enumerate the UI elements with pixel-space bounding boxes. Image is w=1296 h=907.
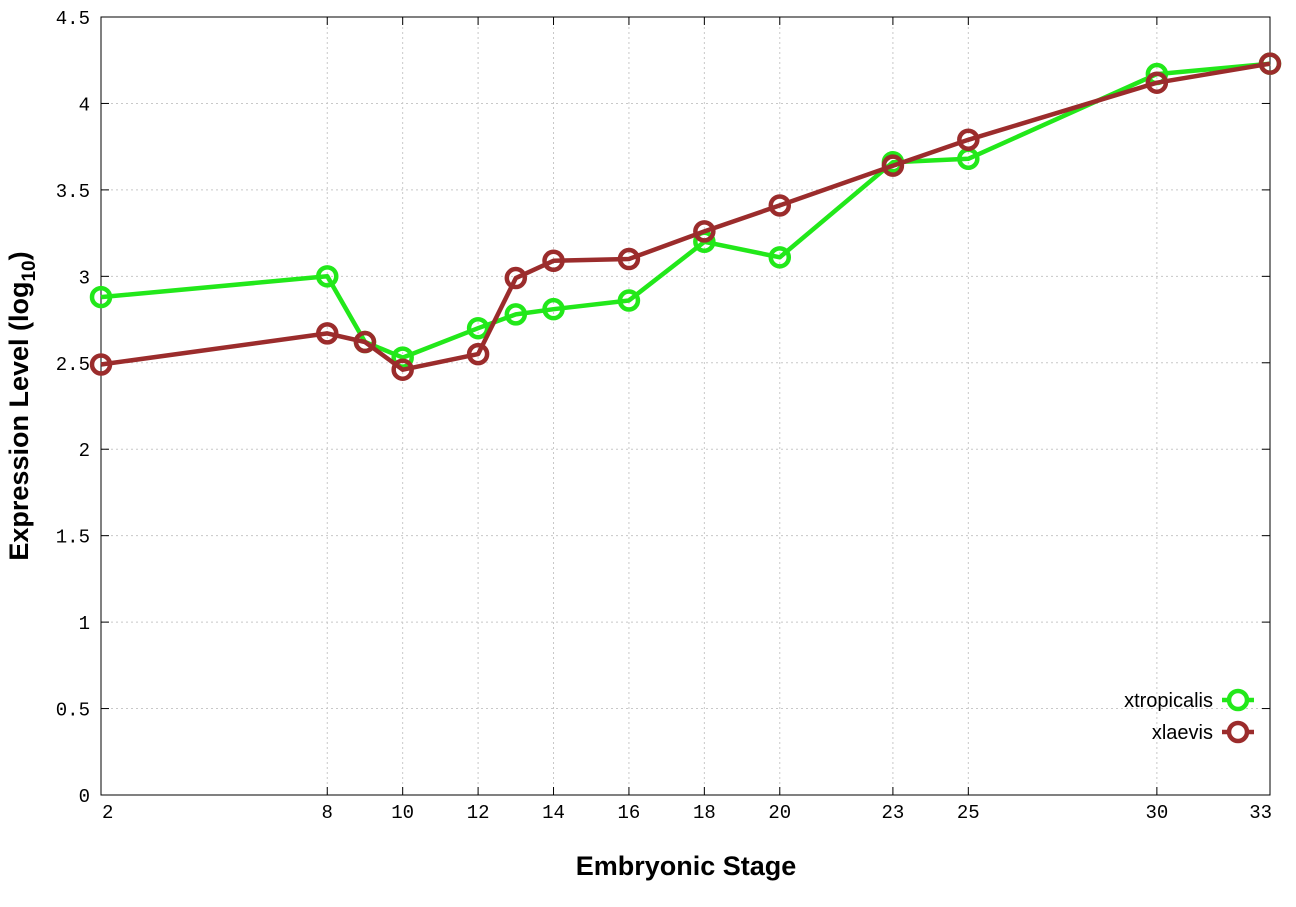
data-point-xtropicalis [617,289,641,312]
y-axis-title: Expression Level (log10) [4,251,40,560]
x-tick-label: 10 [391,802,414,824]
data-point-xlaevis [957,128,980,152]
y-tick-label: 4 [79,94,90,116]
x-tick-label: 23 [881,802,904,824]
series-xlaevis [89,52,1282,381]
y-axis-title-close: ) [4,251,34,260]
y-tick-label: 1.5 [56,527,90,549]
data-point-xlaevis [1258,52,1282,75]
y-axis-title-subscript: 10 [19,260,40,281]
data-point-xlaevis [316,322,339,345]
x-tick-label: 12 [467,802,490,824]
legend-swatch-marker-xtropicalis [1226,688,1250,712]
data-point-xtropicalis [466,316,490,340]
data-point-xlaevis [881,154,905,177]
data-point-xlaevis [768,194,792,217]
x-tick-labels: 2 8 10 12 14 16 18 20 23 25 30 33 [102,802,1272,824]
x-tick-label: 30 [1145,802,1168,824]
y-tick-label: 0 [79,786,90,808]
y-tick-label: 4.5 [56,8,90,30]
data-point-xlaevis [353,330,377,354]
x-tick-label: 25 [957,802,980,824]
x-tick-label: 18 [693,802,716,824]
x-tick-label: 14 [542,802,565,824]
data-point-xtropicalis [768,246,792,269]
legend-label-xlaevis: xlaevis [1152,722,1213,744]
y-tick-label: 3.5 [56,181,90,203]
data-point-xlaevis [89,353,113,376]
x-tick-label: 16 [618,802,641,824]
y-tick-label: 1 [79,613,90,635]
y-tick-label: 2 [79,440,90,462]
data-point-xlaevis [617,247,641,271]
data-point-xlaevis [391,358,414,381]
y-tick-labels: 0 0.5 1 1.5 2 2.5 3 3.5 4 4.5 [56,8,90,808]
data-point-xlaevis [466,342,490,366]
series-line-xtropicalis [100,61,1271,360]
y-tick-label: 3 [79,267,90,289]
tick-marks [100,16,1271,796]
x-tick-label: 20 [768,802,791,824]
legend-swatch-marker-xlaevis [1226,720,1250,744]
data-point-xlaevis [542,249,565,273]
plot-frame [100,16,1271,796]
y-tick-label: 0.5 [56,700,90,722]
series-line-xlaevis [100,61,1271,372]
data-point-xlaevis [1145,71,1169,94]
data-point-xtropicalis [89,285,113,309]
legend-label-xtropicalis: xtropicalis [1124,690,1213,712]
y-tick-label: 2.5 [56,354,90,376]
series-layer [89,52,1282,381]
data-point-xlaevis [693,220,716,243]
x-tick-label: 33 [1249,802,1272,824]
x-tick-label: 8 [322,802,333,824]
grid-lines [101,17,1270,795]
data-point-xtropicalis [316,265,339,288]
data-point-xlaevis [504,266,528,290]
legend: xtropicalis xlaevis [1124,688,1254,744]
data-point-xtropicalis [391,346,414,369]
data-point-xtropicalis [542,297,565,321]
x-tick-label: 2 [102,802,113,824]
x-axis-title: Embryonic Stage [576,851,797,881]
data-point-xtropicalis [504,303,528,326]
y-axis-title-main: Expression Level (log [4,282,34,561]
